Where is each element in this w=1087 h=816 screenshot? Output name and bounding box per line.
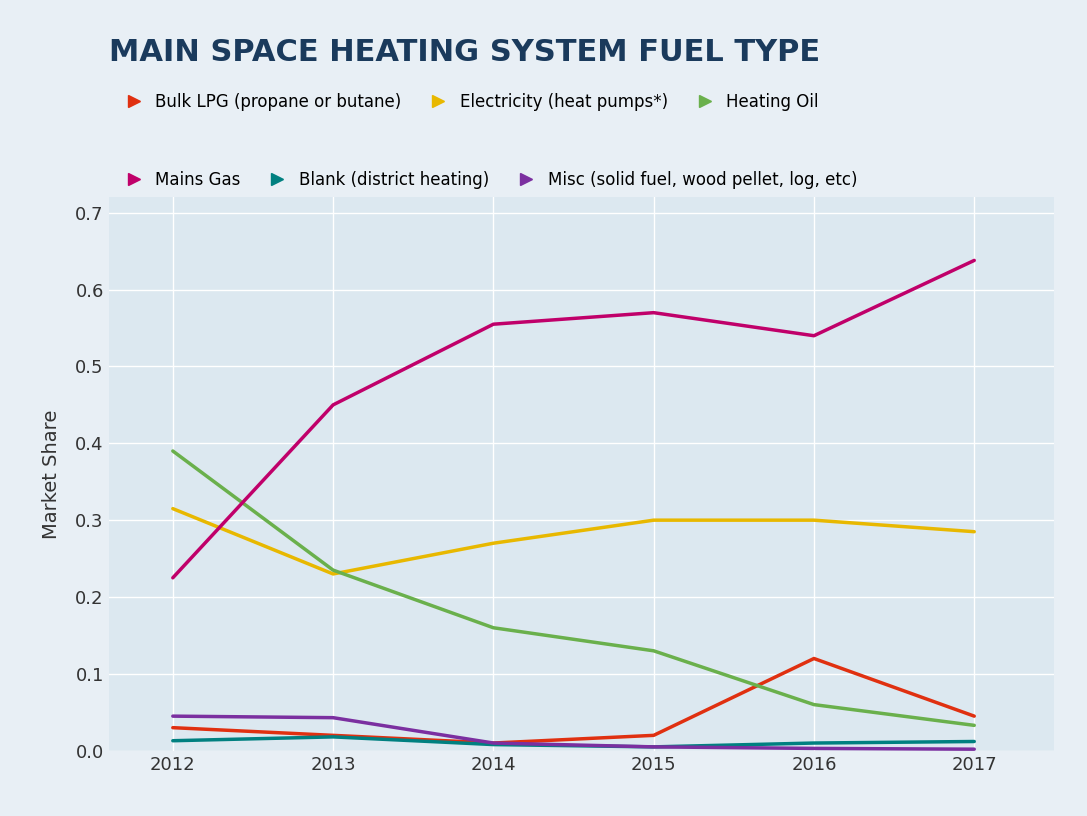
Legend: Mains Gas, Blank (district heating), Misc (solid fuel, wood pellet, log, etc): Mains Gas, Blank (district heating), Mis… [117, 171, 858, 189]
Text: MAIN SPACE HEATING SYSTEM FUEL TYPE: MAIN SPACE HEATING SYSTEM FUEL TYPE [109, 38, 820, 67]
Y-axis label: Market Share: Market Share [42, 410, 62, 539]
